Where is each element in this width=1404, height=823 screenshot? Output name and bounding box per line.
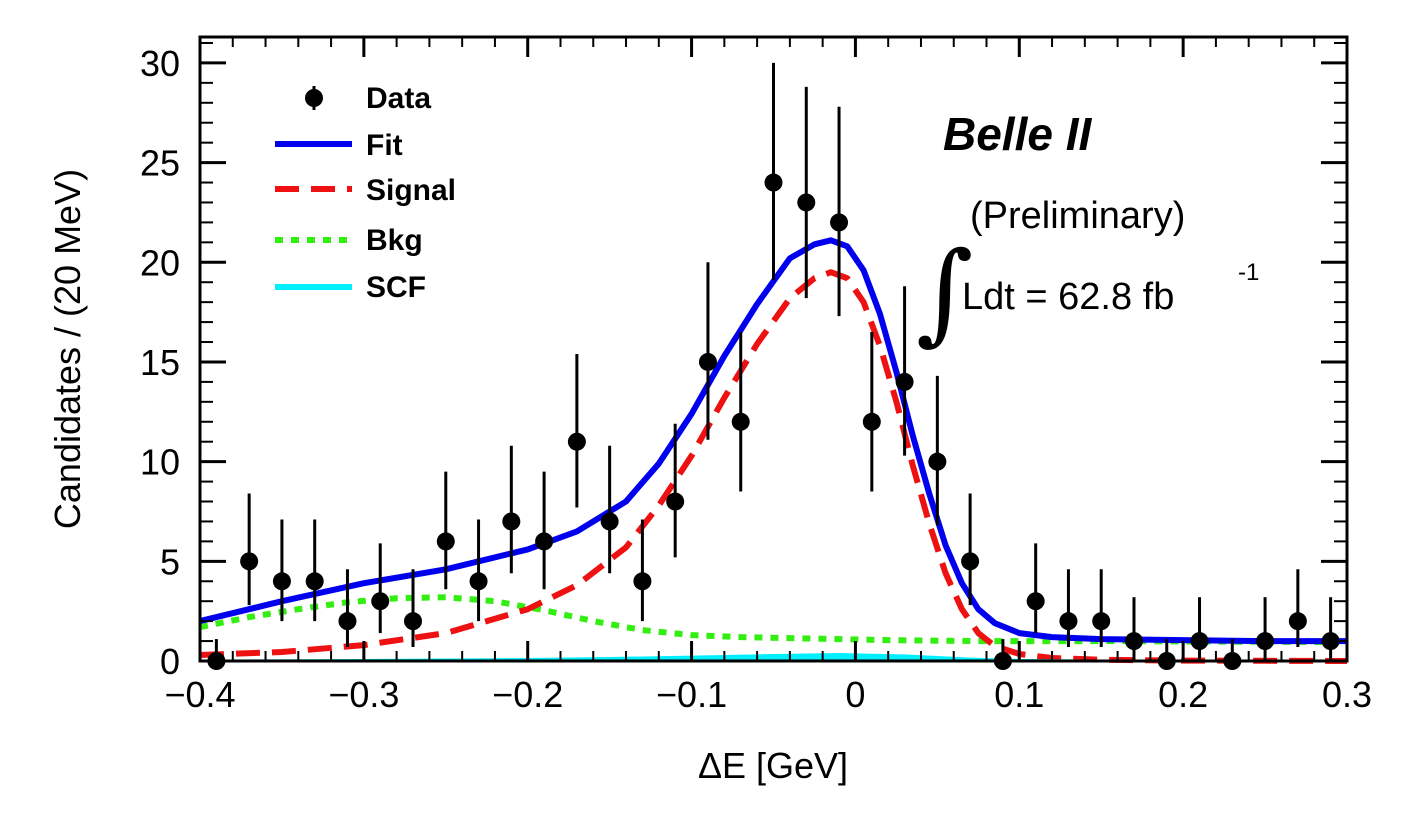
legend-label-bkg: Bkg xyxy=(366,224,423,257)
data-point xyxy=(895,372,914,391)
curve-signal xyxy=(199,269,1348,664)
preliminary-label: (Preliminary) xyxy=(970,195,1185,237)
legend-label-signal: Signal xyxy=(366,174,456,207)
data-point xyxy=(961,552,980,571)
data-point xyxy=(1256,632,1275,651)
data-point xyxy=(436,532,455,551)
data-point xyxy=(535,532,554,551)
data-point xyxy=(338,612,357,631)
data-point xyxy=(928,452,947,471)
data-point xyxy=(862,412,881,431)
data-points-layer xyxy=(207,173,1340,670)
data-point xyxy=(272,572,291,591)
y-tick-label: 15 xyxy=(140,342,180,383)
x-tick-label: 0.1 xyxy=(994,674,1044,715)
data-point xyxy=(731,412,750,431)
data-point xyxy=(502,512,521,531)
data-point xyxy=(764,173,783,192)
data-point xyxy=(240,552,259,571)
data-point xyxy=(1092,612,1111,631)
data-point xyxy=(404,612,423,631)
data-point xyxy=(666,492,685,511)
data-point xyxy=(1190,632,1209,651)
x-tick-label: −0.1 xyxy=(656,674,727,715)
data-point xyxy=(1059,612,1078,631)
integral-symbol: ∫ xyxy=(916,228,973,356)
data-point xyxy=(830,213,849,232)
data-point xyxy=(305,572,324,591)
legend-label-data: Data xyxy=(366,82,431,115)
legend-label-scf: SCF xyxy=(366,271,426,304)
plot-frame xyxy=(198,35,1349,663)
x-tick-label: 0.3 xyxy=(1322,674,1372,715)
data-point xyxy=(633,572,652,591)
legend-data-marker xyxy=(305,86,323,110)
y-tick-label: 25 xyxy=(140,143,180,184)
luminosity-exponent: -1 xyxy=(1238,259,1259,286)
y-tick-label: 30 xyxy=(140,43,180,84)
x-tick-label: −0.2 xyxy=(492,674,563,715)
data-point xyxy=(567,432,586,451)
data-point xyxy=(1288,612,1307,631)
experiment-label: Belle II xyxy=(943,108,1093,160)
y-tick-label: 10 xyxy=(140,442,180,483)
x-tick-label: 0.2 xyxy=(1158,674,1208,715)
legend-label-fit: Fit xyxy=(366,129,403,162)
y-tick-label: 0 xyxy=(160,641,180,682)
data-point xyxy=(797,193,816,212)
y-tick-label: 5 xyxy=(160,541,180,582)
x-tick-label: −0.3 xyxy=(328,674,399,715)
luminosity-label: Ldt = 62.8 fb xyxy=(962,276,1174,318)
axis-ticks-layer: −0.4 −0.3 −0.2 −0.1 0 0.1 0.2 0.3 0 5 10 15 20 25 30 xyxy=(140,37,1372,715)
data-point xyxy=(1026,592,1045,611)
data-point xyxy=(1321,632,1340,651)
legend: Data Fit Signal Bkg SCF xyxy=(275,82,456,304)
y-axis-title: Candidates / (20 MeV) xyxy=(47,169,88,529)
data-point xyxy=(371,592,390,611)
data-point xyxy=(698,352,717,371)
y-tick-label: 20 xyxy=(140,242,180,283)
data-point xyxy=(600,512,619,531)
x-axis-title: ΔE [GeV] xyxy=(698,745,848,786)
curve-fit xyxy=(199,237,1347,645)
x-tick-label: −0.4 xyxy=(164,674,235,715)
x-tick-label: 0 xyxy=(845,674,865,715)
data-point xyxy=(1124,632,1143,651)
data-point xyxy=(469,572,488,591)
error-bars-layer xyxy=(214,62,1333,661)
